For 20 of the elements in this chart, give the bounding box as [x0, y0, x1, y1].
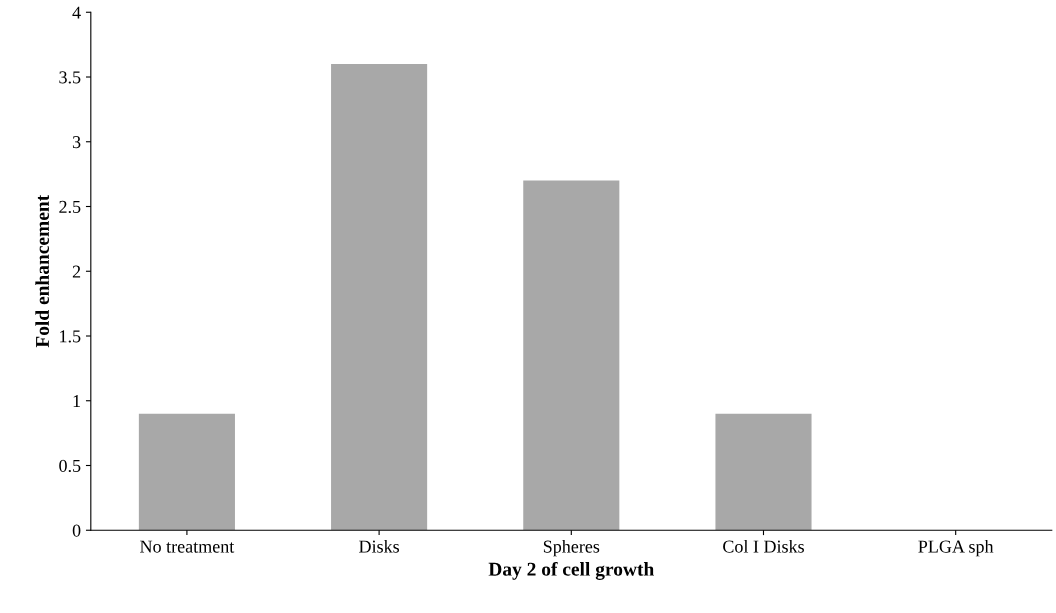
y-tick-label: 0.5: [59, 459, 81, 473]
y-tick-label: 4: [72, 6, 81, 19]
y-tick-label: 3.5: [59, 71, 81, 84]
x-tick-label: Disks: [359, 539, 400, 553]
y-tick-label: 2.5: [59, 200, 81, 214]
y-tick-label: 1: [73, 395, 81, 408]
y-tick-label: 3: [72, 136, 81, 149]
bar: [523, 180, 620, 531]
x-tick-label: No treatment: [140, 540, 235, 553]
bar: [138, 413, 235, 531]
y-tick-label: 2: [72, 265, 81, 278]
bar: [331, 64, 428, 531]
x-tick-label: Col I Disks: [723, 539, 804, 553]
x-tick-label: Spheres: [543, 539, 600, 557]
y-tick-label: 1.5: [60, 330, 81, 343]
x-axis-title: Day 2 of cell growth: [488, 561, 654, 580]
y-axis-title: Fold enhancement: [35, 194, 50, 348]
y-tick-label: 0: [72, 524, 81, 537]
x-tick-label: PLGA sph: [918, 539, 994, 557]
bar: [715, 413, 812, 531]
